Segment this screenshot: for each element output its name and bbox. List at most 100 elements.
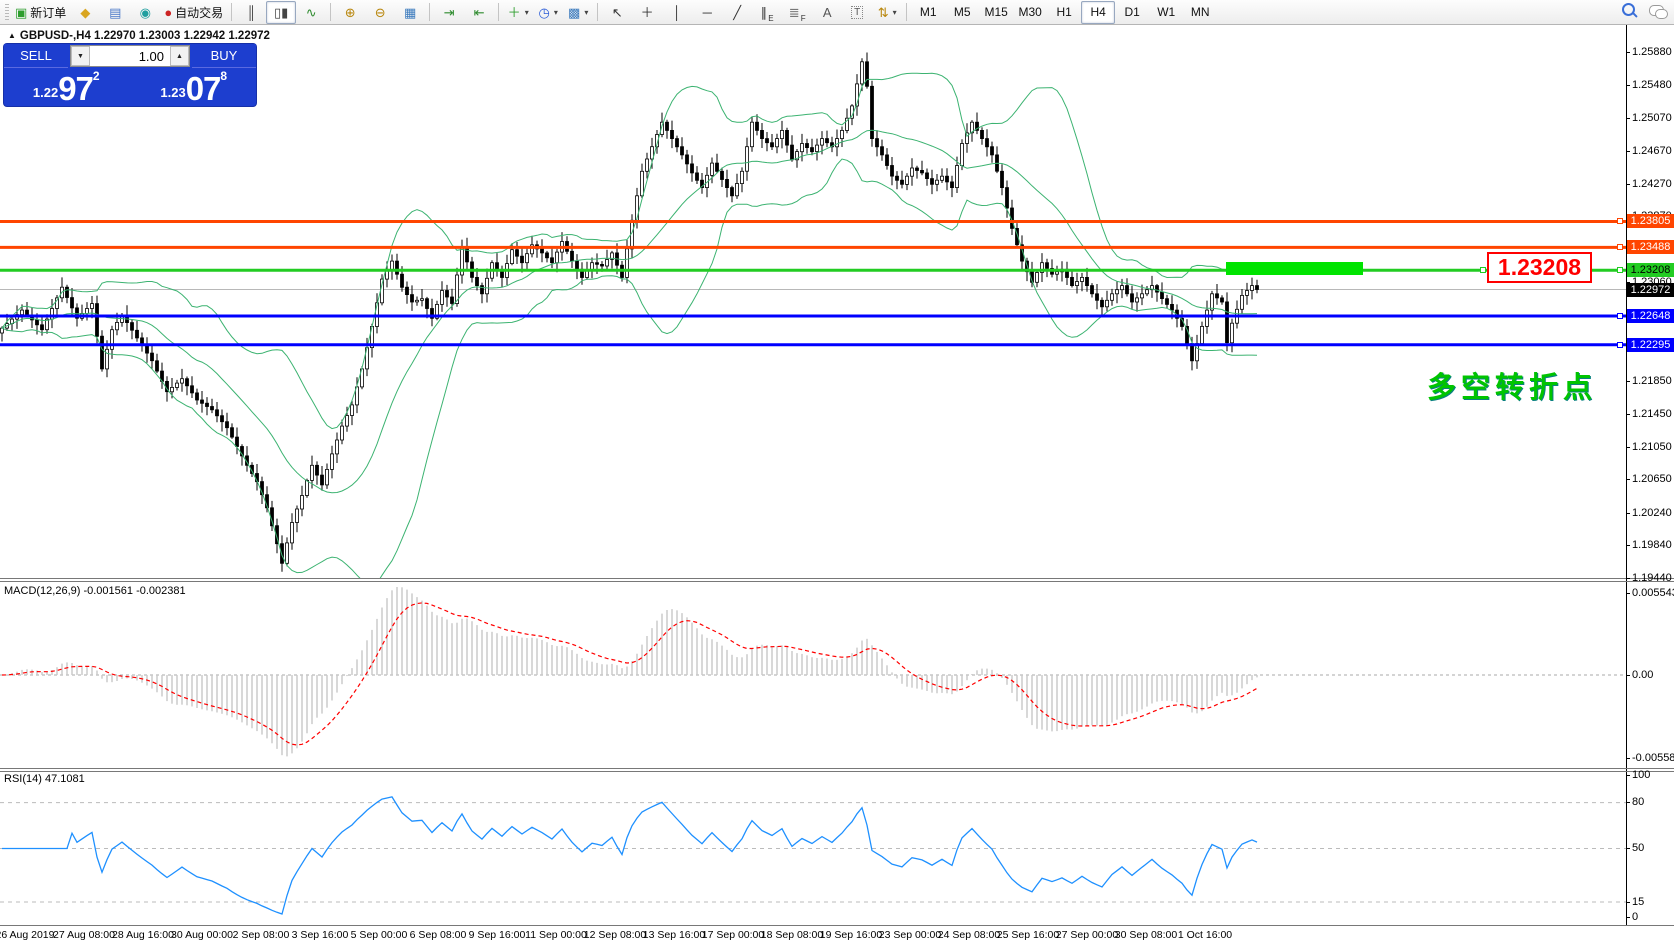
toolbar-separator bbox=[906, 3, 908, 21]
timeframe-d1-button[interactable]: D1 bbox=[1115, 1, 1149, 24]
timeframe-m5-button-label: M5 bbox=[953, 5, 971, 19]
indicators-button[interactable]: ＋ ▾ bbox=[503, 1, 533, 24]
text-button[interactable]: A bbox=[812, 1, 842, 24]
timeframe-w1-button[interactable]: W1 bbox=[1149, 1, 1183, 24]
axis-tick bbox=[1626, 118, 1630, 119]
line-anchor-marker bbox=[1617, 342, 1623, 348]
line-anchor-marker bbox=[1617, 218, 1623, 224]
new-order-button[interactable]: ▣ 新订单 bbox=[11, 1, 70, 24]
tile-windows-button[interactable]: ▦ bbox=[395, 1, 425, 24]
axis-tick-label: -0.005583 bbox=[1632, 752, 1674, 764]
axis-tick bbox=[1626, 513, 1630, 514]
timeframe-h4-button[interactable]: H4 bbox=[1081, 0, 1116, 24]
axis-tick bbox=[1626, 902, 1630, 903]
axis-tick-label: 100 bbox=[1632, 769, 1651, 781]
axis-tick bbox=[1626, 848, 1630, 849]
sell-price-prefix: 1.22 bbox=[32, 85, 59, 100]
auto-scroll-icon: ⇥ bbox=[443, 4, 455, 20]
fibonacci-icon: ≣ bbox=[788, 4, 800, 20]
bar-chart-button[interactable]: ║ bbox=[236, 1, 266, 24]
line-chart-button[interactable]: ∿ bbox=[296, 1, 326, 24]
timeframe-mn-button[interactable]: MN bbox=[1183, 1, 1217, 24]
market-watch-button[interactable]: ◆ bbox=[70, 1, 100, 24]
crosshair-button[interactable]: ＋ bbox=[632, 1, 662, 24]
sell-price-display[interactable]: 1.22 97 2 bbox=[4, 68, 129, 106]
arrows-button[interactable]: ⇅ ▾ bbox=[872, 1, 902, 24]
horizontal-line-button[interactable]: ─ bbox=[692, 1, 722, 24]
line-anchor-marker bbox=[1617, 313, 1623, 319]
price-level-label: 1.23805 bbox=[1627, 214, 1674, 228]
collapse-arrow-icon[interactable]: ▲ bbox=[8, 31, 16, 40]
zoom-in-button[interactable]: ⊕ bbox=[335, 1, 365, 24]
axis-tick-label: 0.005543 bbox=[1632, 587, 1674, 599]
sell-button[interactable]: SELL bbox=[4, 44, 68, 68]
rsi-series bbox=[2, 796, 1258, 915]
chart-shift-button[interactable]: ⇤ bbox=[464, 1, 494, 24]
navigator-button[interactable]: ▤ bbox=[100, 1, 130, 24]
axis-tick-label: 1.19440 bbox=[1632, 572, 1672, 584]
trendline-button[interactable]: ╱ bbox=[722, 1, 752, 24]
toolbar-grip[interactable] bbox=[5, 4, 9, 20]
periods-button[interactable]: ◷ ▾ bbox=[533, 1, 563, 24]
buy-price-big: 07 bbox=[185, 70, 222, 107]
buy-price-display[interactable]: 1.23 07 8 bbox=[132, 68, 257, 106]
bar-chart-icon: ║ bbox=[246, 4, 256, 20]
price-callout[interactable]: 1.23208 bbox=[1487, 252, 1592, 283]
timeframe-m1-button[interactable]: M1 bbox=[911, 1, 945, 24]
buy-button[interactable]: BUY bbox=[192, 44, 256, 68]
crosshair-icon: ＋ bbox=[640, 4, 654, 20]
text-icon: A bbox=[822, 4, 832, 20]
chat-button[interactable] bbox=[1649, 3, 1668, 21]
axis-tick-label: 1.20650 bbox=[1632, 473, 1672, 485]
autotrading-button[interactable]: ● 自动交易 bbox=[160, 1, 227, 24]
line-anchor-marker bbox=[1617, 244, 1623, 250]
volume-decrease-button[interactable]: ▼ bbox=[71, 46, 90, 66]
fibonacci-button[interactable]: ≣ F bbox=[782, 1, 812, 24]
label-icon: T bbox=[851, 5, 864, 19]
time-axis-label: 30 Sep 08:00 bbox=[1114, 929, 1178, 941]
timeframe-m5-button[interactable]: M5 bbox=[945, 1, 979, 24]
volume-input[interactable] bbox=[90, 46, 170, 66]
label-button[interactable]: T bbox=[842, 1, 872, 24]
chevron-down-icon[interactable]: ▾ bbox=[524, 7, 529, 17]
vertical-line-icon: │ bbox=[673, 4, 682, 20]
candlestick-button[interactable]: ▯▮ bbox=[266, 0, 297, 24]
chevron-down-icon[interactable]: ▾ bbox=[892, 7, 897, 17]
channel-button[interactable]: ∥ E bbox=[752, 1, 782, 24]
chevron-down-icon[interactable]: ▾ bbox=[584, 7, 589, 17]
navigator-icon: ▤ bbox=[109, 4, 122, 20]
new-order-icon: ▣ bbox=[15, 4, 28, 20]
timeframe-m15-button[interactable]: M15 bbox=[979, 1, 1013, 24]
highlight-zone[interactable] bbox=[1226, 262, 1363, 275]
time-axis-label: 9 Sep 16:00 bbox=[468, 929, 526, 941]
zoom-out-button[interactable]: ⊖ bbox=[365, 1, 395, 24]
auto-scroll-button[interactable]: ⇥ bbox=[434, 1, 464, 24]
panel-separator[interactable] bbox=[0, 768, 1674, 769]
vertical-line-button[interactable]: │ bbox=[662, 1, 692, 24]
volume-stepper: ▼ ▲ bbox=[70, 45, 190, 67]
chart-title: ▲ GBPUSD-,H4 1.22970 1.23003 1.22942 1.22… bbox=[8, 30, 270, 42]
chevron-down-icon[interactable]: ▾ bbox=[553, 7, 558, 17]
timeframe-h1-button[interactable]: H1 bbox=[1047, 1, 1081, 24]
axis-tick bbox=[1626, 758, 1630, 759]
chart-annotation-text[interactable]: 多空转折点 bbox=[1426, 372, 1597, 404]
search-button[interactable] bbox=[1622, 3, 1635, 21]
channel-icon: ∥ bbox=[760, 4, 768, 20]
axis-tick-label: 1.25880 bbox=[1632, 46, 1672, 58]
time-axis-label: 12 Sep 08:00 bbox=[583, 929, 647, 941]
timeframe-m30-button[interactable]: M30 bbox=[1013, 1, 1047, 24]
signals-button[interactable]: ◉ bbox=[130, 1, 160, 24]
line-anchor-marker bbox=[1617, 267, 1623, 273]
time-axis-label: 30 Aug 00:00 bbox=[171, 929, 233, 941]
cursor-button[interactable]: ↖ bbox=[602, 1, 632, 24]
templates-button[interactable]: ▩ ▾ bbox=[563, 1, 593, 24]
time-axis-line bbox=[0, 925, 1674, 926]
timeframe-w1-button-label: W1 bbox=[1157, 5, 1176, 19]
panel-separator[interactable] bbox=[0, 578, 1674, 579]
axis-tick-label: 80 bbox=[1632, 796, 1645, 808]
timeframe-h4-button-label: H4 bbox=[1090, 5, 1106, 19]
toolbar-separator bbox=[231, 3, 233, 21]
timeframe-m1-button-label: M1 bbox=[919, 5, 937, 19]
volume-increase-button[interactable]: ▲ bbox=[170, 46, 189, 66]
